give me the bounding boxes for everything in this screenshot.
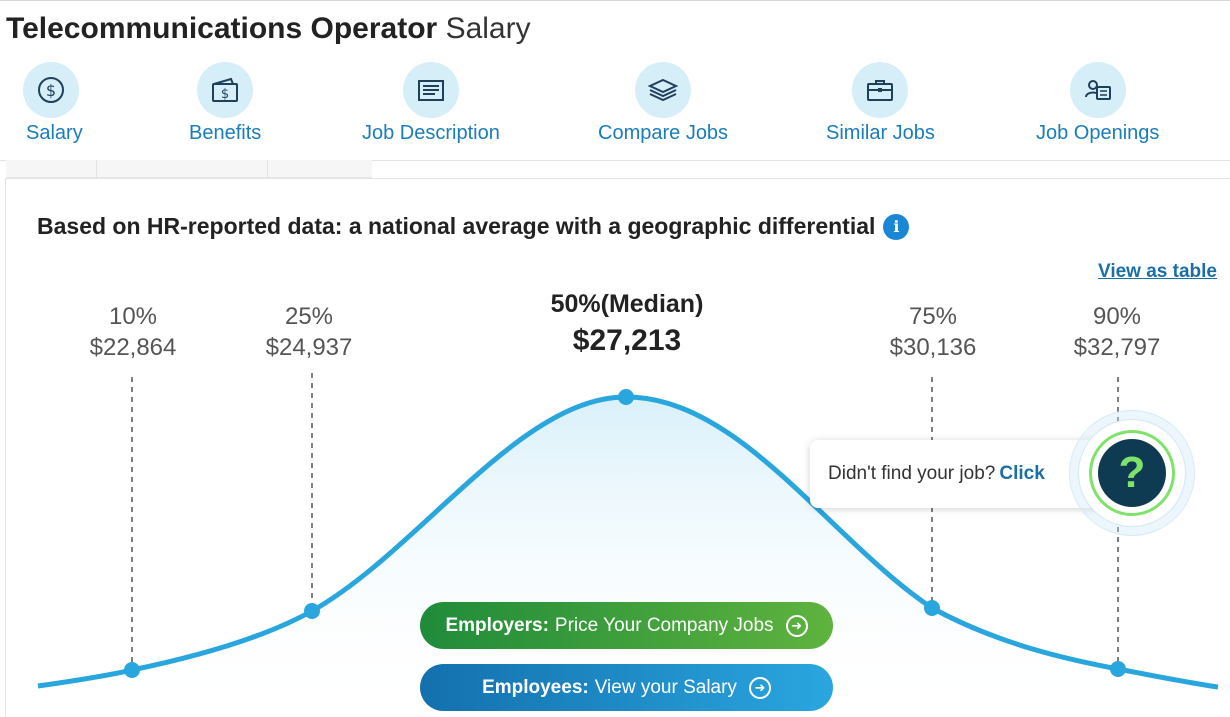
percentile-10: 10% $22,864 <box>90 301 177 363</box>
percentile-value: $27,213 <box>572 324 682 357</box>
curve-area <box>38 397 1218 717</box>
briefcase-icon <box>852 62 909 118</box>
percentile-label: 10% <box>108 303 158 330</box>
percentile-point-90 <box>1110 661 1126 677</box>
help-prompt-text: Didn't find your job? <box>828 463 996 484</box>
nav-item-salary[interactable]: $ Salary <box>20 62 83 145</box>
percentile-25: 25% $24,937 <box>266 301 353 363</box>
percentile-label: 75% <box>908 303 958 330</box>
card-border <box>5 178 1230 179</box>
percentile-label: 25% <box>284 303 334 330</box>
nav-label-salary: Salary <box>26 122 83 144</box>
employees-view-salary-button[interactable]: Employees: View your Salary ➜ <box>420 664 833 711</box>
percentile-value: $24,937 <box>265 334 353 361</box>
nav-item-benefits[interactable]: $ Benefits <box>189 62 261 145</box>
percentile-point-10 <box>124 662 140 678</box>
help-prompt[interactable]: Didn't find your job? Click <box>810 440 1110 508</box>
employees-text: View your Salary <box>594 676 737 698</box>
nav-item-job-description[interactable]: Job Description <box>362 62 500 145</box>
page-title: Telecommunications Operator Salary <box>6 12 531 46</box>
section-nav: $ Salary $ Benefits Job Description Comp… <box>0 62 1230 158</box>
svg-text:$: $ <box>46 81 56 100</box>
employers-label: Employers: <box>445 614 549 636</box>
nav-item-similar-jobs[interactable]: Similar Jobs <box>826 62 935 145</box>
percentile-point-75 <box>924 600 940 616</box>
percentile-value: $30,136 <box>889 334 977 361</box>
question-mark-icon[interactable]: ? <box>1098 439 1166 507</box>
arrow-right-circle-icon: ➜ <box>785 614 808 637</box>
page-title-suffix: Salary <box>445 12 531 45</box>
dollar-coin-icon: $ <box>23 62 80 118</box>
percentile-90: 90% $32,797 <box>1074 301 1161 363</box>
nav-label-similar-jobs: Similar Jobs <box>826 122 935 144</box>
info-icon[interactable]: i <box>883 213 910 240</box>
layers-icon <box>635 62 692 118</box>
percentile-50-median: 50%(Median) $27,213 <box>551 290 704 364</box>
percentile-value: $32,797 <box>1073 334 1161 361</box>
percentile-label: 50%(Median) <box>550 290 704 318</box>
nav-label-job-description: Job Description <box>362 122 500 144</box>
wallet-icon: $ <box>197 62 254 118</box>
top-rule <box>0 0 1230 1</box>
nav-label-job-openings: Job Openings <box>1036 122 1160 144</box>
percentile-point-50 <box>618 389 634 405</box>
employers-text: Price Your Company Jobs <box>554 614 774 636</box>
nav-label-benefits: Benefits <box>189 122 262 144</box>
employees-label: Employees: <box>482 676 589 698</box>
chart-headline-text: Based on HR-reported data: a national av… <box>37 213 876 239</box>
svg-text:$: $ <box>221 87 229 102</box>
nav-item-job-openings[interactable]: Job Openings <box>1036 62 1159 145</box>
employers-price-jobs-button[interactable]: Employers: Price Your Company Jobs ➜ <box>420 602 833 649</box>
percentile-value: $22,864 <box>89 334 177 361</box>
card-border-left <box>5 178 6 717</box>
nav-item-compare-jobs[interactable]: Compare Jobs <box>598 62 728 145</box>
chart-headline: Based on HR-reported data: a national av… <box>37 213 910 240</box>
salary-distribution-chart <box>37 373 1219 717</box>
percentile-point-25 <box>304 603 320 619</box>
tab-strip-partial <box>6 160 372 178</box>
percentile-label: 90% <box>1092 303 1142 330</box>
percentile-75: 75% $30,136 <box>890 301 977 363</box>
person-card-icon <box>1069 62 1126 118</box>
nav-label-compare-jobs: Compare Jobs <box>598 122 729 144</box>
page-title-job: Telecommunications Operator <box>6 12 438 45</box>
nav-divider <box>0 160 1230 161</box>
document-icon <box>402 62 459 118</box>
help-click-link[interactable]: Click <box>999 463 1045 484</box>
view-as-table-link[interactable]: View as table <box>1098 261 1217 282</box>
arrow-right-circle-icon: ➜ <box>748 676 771 699</box>
